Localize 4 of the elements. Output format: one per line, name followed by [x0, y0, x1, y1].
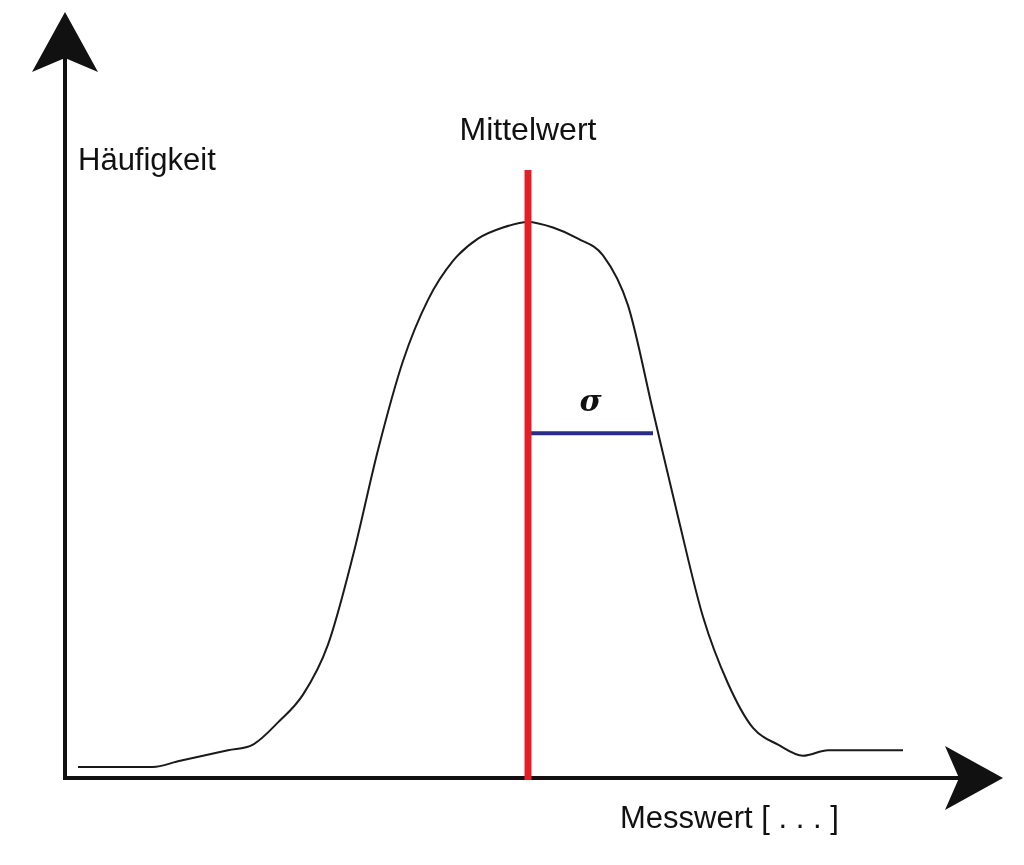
x-axis-title: Messwert [ . . . ] — [620, 800, 839, 836]
y-axis-title: Häufigkeit — [78, 142, 216, 178]
text: Mittelwert — [459, 111, 597, 147]
series-label: σ — [579, 383, 603, 419]
